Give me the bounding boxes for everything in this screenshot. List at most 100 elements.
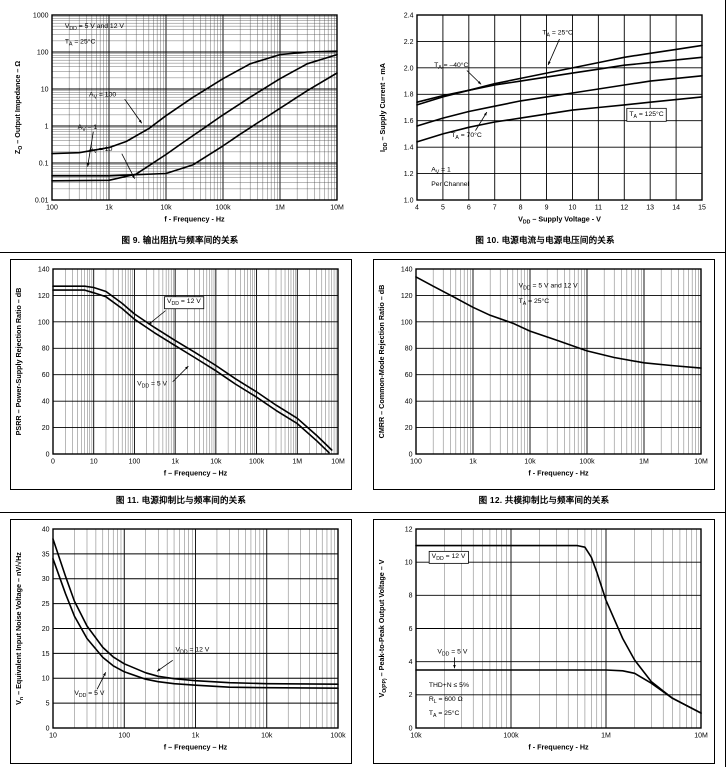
svg-text:10: 10 — [49, 733, 57, 740]
svg-text:10: 10 — [569, 205, 577, 212]
svg-text:2.2: 2.2 — [404, 39, 414, 46]
series-line — [52, 557, 339, 689]
annotation-label: TA = 25°C — [542, 28, 573, 38]
series-line — [52, 538, 339, 685]
svg-text:1k: 1k — [469, 459, 477, 466]
annotation-label: TA = 125°C — [629, 110, 663, 120]
svg-text:10M: 10M — [331, 459, 345, 466]
svg-text:9: 9 — [545, 205, 549, 212]
annotation-label: TA = 25°C — [429, 709, 460, 719]
series-line — [415, 276, 702, 369]
annotation-box — [164, 296, 205, 310]
y-axis-title: VO(PP) – Peak-to-Peak Output Voltage – V — [377, 559, 388, 697]
svg-text:10M: 10M — [330, 205, 344, 212]
svg-text:25: 25 — [42, 601, 50, 608]
svg-text:1M: 1M — [601, 733, 611, 740]
svg-text:100: 100 — [37, 49, 49, 56]
tick-labels: 4 5 6 7 8 9 10 11 12 13 14 15 1.0 1.2 1.4 1.6 1.8 2.0 2.2 2… — [404, 12, 706, 211]
output-impedance-vs-frequency-chart: 100 1k 10k 100k 1M 10M 0.01 0.1 1 10 100 1000 f - Fr… — [13, 12, 344, 223]
annotation-label: AV = 10 — [89, 146, 113, 155]
svg-text:5: 5 — [46, 701, 50, 708]
x-axis-title: f - Frequency - Hz — [528, 469, 589, 478]
series — [52, 285, 333, 454]
peak-to-peak-output-voltage-vs-frequency-chart: 10k 100k 1M 10M 0 2 4 6 8 10 12 f - Frequency - Hz V… — [377, 526, 708, 751]
svg-text:0: 0 — [46, 451, 50, 458]
chart-fig12: 100 1k 10k 100k 1M 10M 0 20 40 60 80 100 120 140 f - F… — [377, 266, 708, 477]
svg-text:20: 20 — [42, 425, 50, 432]
svg-text:2.4: 2.4 — [404, 12, 414, 19]
arrow-head — [548, 61, 551, 65]
annotation-box — [428, 550, 469, 564]
annotation-label: VDD = 5 V — [74, 690, 104, 699]
series-line — [415, 669, 702, 714]
figure-9-panel: 100 1k 10k 100k 1M 10M 0.01 0.1 1 10 100 1000 f - Fr… — [10, 6, 350, 248]
tick-labels: 10k 100k 1M 10M 0 2 4 6 8 10 12 — [405, 526, 708, 739]
annotations: VDD = 12 V VDD = 5 V — [137, 296, 205, 390]
svg-text:1k: 1k — [171, 459, 179, 466]
tick-labels: 0 10 100 1k 10k 100k 1M 10M 0 20 40 60 80 100 120 140 — [38, 266, 345, 465]
figure-10-caption: 图 10. 电源电流与电源电压间的关系 — [475, 235, 615, 245]
arrow-head — [483, 112, 487, 116]
series — [51, 50, 338, 182]
figure-9-caption: 图 9. 输出阻抗与频率间的关系 — [121, 235, 239, 245]
svg-text:2: 2 — [409, 692, 413, 699]
svg-text:100k: 100k — [249, 459, 265, 466]
svg-text:40: 40 — [405, 399, 413, 406]
grid — [51, 15, 337, 201]
chart-fig14: 10k 100k 1M 10M 0 2 4 6 8 10 12 f - Frequency - Hz V… — [377, 526, 708, 751]
svg-text:10k: 10k — [261, 733, 273, 740]
series-line — [416, 56, 703, 103]
svg-text:7: 7 — [493, 205, 497, 212]
svg-text:1.4: 1.4 — [404, 145, 414, 152]
y-axis-title: IDD – Supply Current – mA — [378, 63, 389, 152]
svg-text:120: 120 — [401, 293, 413, 300]
annotation-arrow — [124, 98, 143, 124]
figure-row-2: 0 10 100 1k 10k 100k 1M 10M 0 20 40 60 80 100 120 140 f … — [0, 253, 725, 513]
series — [415, 544, 702, 714]
svg-text:35: 35 — [42, 551, 50, 558]
annotations: VDD = 5 V and 12 V TA = 25°C — [519, 283, 579, 308]
figure-11-frame: 0 10 100 1k 10k 100k 1M 10M 0 20 40 60 80 100 120 140 f … — [10, 259, 352, 490]
svg-text:1k: 1k — [192, 733, 200, 740]
svg-text:100: 100 — [38, 319, 50, 326]
series — [416, 44, 703, 143]
annotation-label: VDD = 5 V and 12 V — [519, 283, 579, 292]
supply-current-vs-supply-voltage-chart: 4 5 6 7 8 9 10 11 12 13 14 15 1.0 1.2 1.4 1.6 1.8 2.0 2.2 2… — [378, 12, 706, 225]
series-line — [52, 289, 330, 454]
annotation-arrow — [172, 365, 189, 383]
svg-text:10k: 10k — [410, 733, 422, 740]
tick-labels: 10 100 1k 10k 100k 0 5 10 15 20 25 30 35 40 — [42, 526, 346, 739]
annotation-label: AV = 1 — [431, 166, 451, 175]
svg-text:10k: 10k — [160, 205, 172, 212]
figure-row-1: 100 1k 10k 100k 1M 10M 0.01 0.1 1 10 100 1000 f - Fr… — [0, 0, 725, 253]
plot-frame — [52, 528, 339, 729]
svg-text:6: 6 — [409, 626, 413, 633]
output-voltage-panel: 10k 100k 1M 10M 0 2 4 6 8 10 12 f - Frequency - Hz V… — [373, 519, 715, 764]
chart-fig9: 100 1k 10k 100k 1M 10M 0.01 0.1 1 10 100 1000 f - Fr… — [13, 12, 344, 223]
plot-frame — [415, 268, 702, 455]
figure-11-panel: 0 10 100 1k 10k 100k 1M 10M 0 20 40 60 80 100 120 140 f … — [10, 259, 352, 508]
svg-text:0: 0 — [409, 725, 413, 732]
svg-text:12: 12 — [620, 205, 628, 212]
arrow-head — [86, 163, 90, 167]
svg-text:1: 1 — [45, 123, 49, 130]
annotations: VDD = 12 V VDD = 5 V — [74, 646, 209, 699]
annotation-label: TA = 25°C — [519, 297, 550, 307]
svg-text:14: 14 — [672, 205, 680, 212]
svg-text:40: 40 — [42, 526, 50, 533]
svg-text:20: 20 — [405, 425, 413, 432]
figure-12-panel: 100 1k 10k 100k 1M 10M 0 20 40 60 80 100 120 140 f - F… — [373, 259, 715, 508]
svg-text:100: 100 — [46, 205, 58, 212]
svg-text:1000: 1000 — [33, 12, 49, 19]
svg-text:13: 13 — [646, 205, 654, 212]
arrow-head — [453, 664, 456, 669]
svg-text:80: 80 — [405, 346, 413, 353]
series — [52, 538, 339, 689]
svg-text:15: 15 — [42, 651, 50, 658]
plot-frame — [415, 528, 702, 729]
svg-text:11: 11 — [595, 205, 602, 212]
annotation-label: TA = –40°C — [434, 61, 468, 71]
svg-text:0: 0 — [51, 459, 55, 466]
noise-voltage-panel: 10 100 1k 10k 100k 0 5 10 15 20 25 30 35 40 f – Freque… — [10, 519, 352, 764]
annotation-label: VDD = 12 V — [432, 553, 466, 562]
